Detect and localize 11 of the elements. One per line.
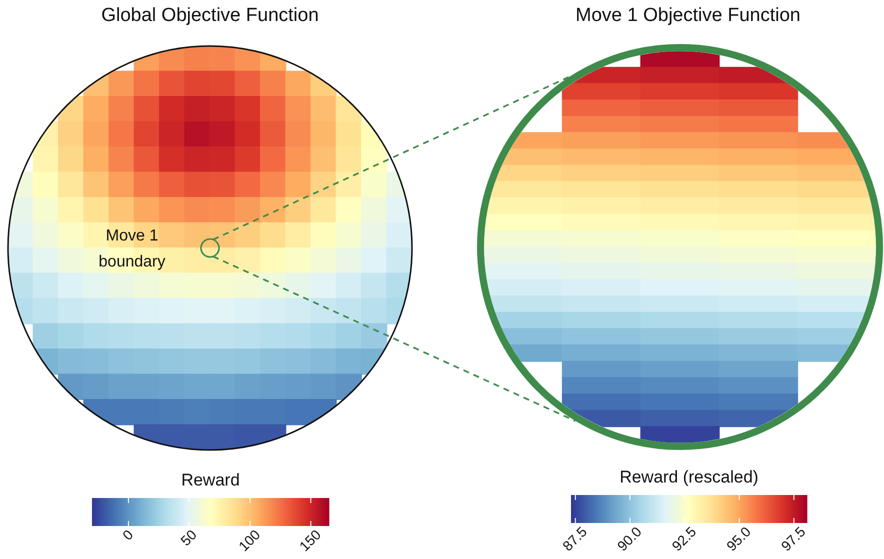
- color-bar-title: Reward (rescaled): [620, 468, 758, 487]
- color-bar-label: 90.0: [614, 523, 645, 554]
- color-bar-label: 50: [177, 526, 200, 549]
- color-bar-title: Reward: [181, 470, 240, 490]
- color-bar-label: 95.0: [723, 523, 754, 554]
- chart-title: Move 1 Objective Function: [576, 5, 800, 26]
- chart-title: Global Objective Function: [101, 5, 319, 26]
- annotation: Move 1 boundary: [98, 227, 166, 270]
- color-bar-label: 0: [119, 526, 136, 544]
- color-bar-label: 150: [296, 526, 324, 554]
- color-bar-label: 100: [235, 526, 264, 554]
